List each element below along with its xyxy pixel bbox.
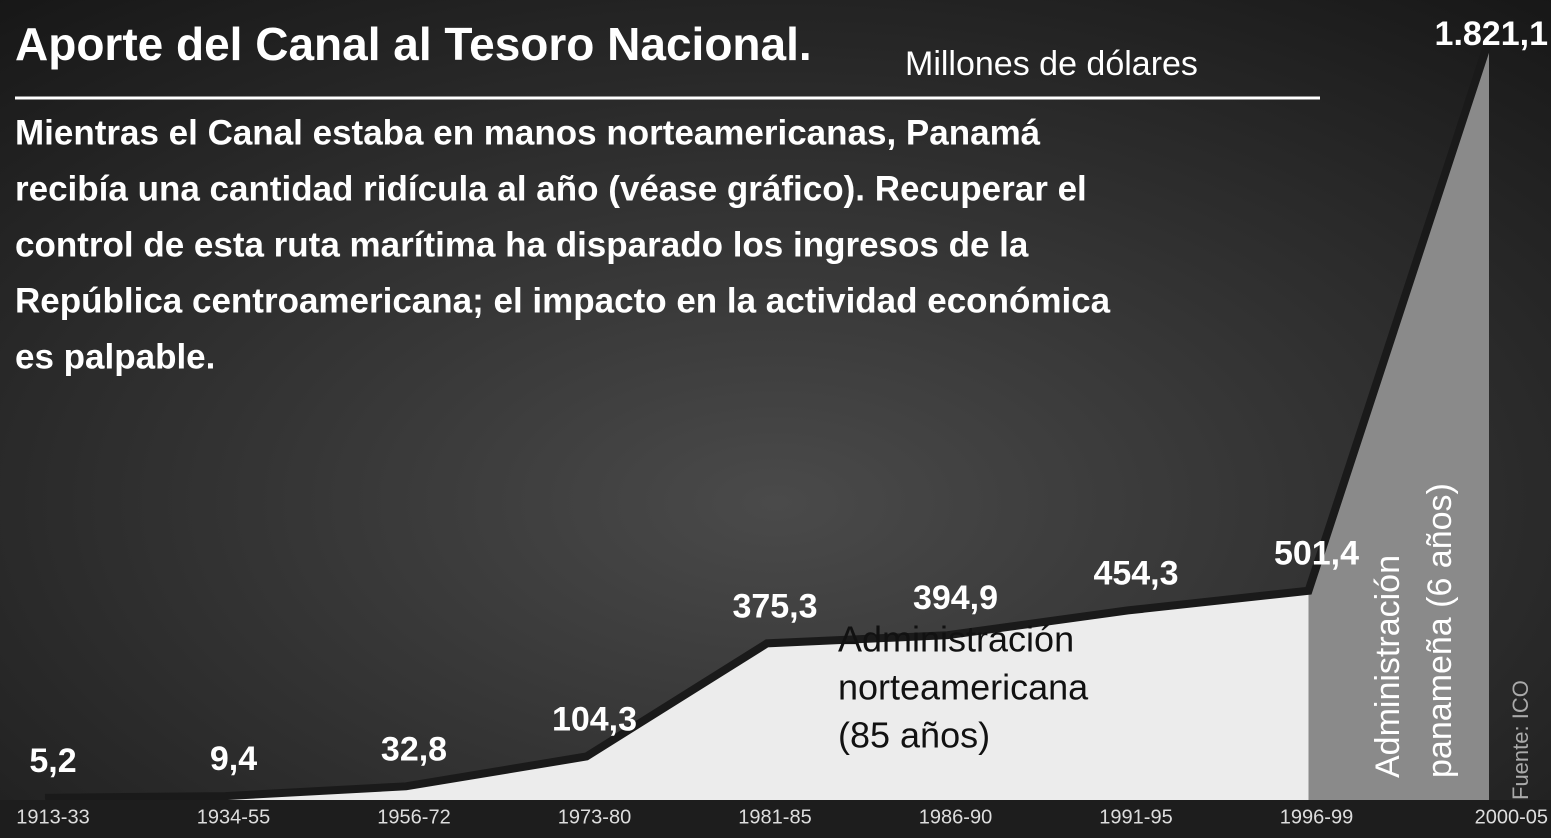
x-tick-label: 1996-99 <box>1280 806 1353 828</box>
description-line: control de esta ruta marítima ha dispara… <box>15 225 1029 264</box>
x-tick-label: 2000-05 <box>1475 806 1548 828</box>
x-tick-label: 1934-55 <box>197 806 270 828</box>
description-line: recibía una cantidad ridícula al año (vé… <box>15 169 1087 208</box>
x-tick-label: 1981-85 <box>738 806 811 828</box>
value-label: 394,9 <box>913 579 998 617</box>
chart-subtitle: Millones de dólares <box>905 45 1198 83</box>
value-label: 1.821,1 <box>1435 15 1548 53</box>
value-label: 501,4 <box>1274 535 1359 573</box>
annotation-north: norteamericana <box>838 667 1089 708</box>
x-tick-label: 1986-90 <box>919 806 992 828</box>
x-tick-label: 1956-72 <box>377 806 450 828</box>
chart-title: Aporte del Canal al Tesoro Nacional. <box>15 18 812 70</box>
description-line: Mientras el Canal estaba en manos nortea… <box>15 113 1041 152</box>
annotation-north: (85 años) <box>838 715 990 756</box>
annotation-north: Administración <box>838 619 1074 660</box>
annotation-pan: panameña (6 años) <box>1421 483 1459 778</box>
value-label: 9,4 <box>210 740 257 778</box>
value-label: 5,2 <box>29 742 76 780</box>
source: Fuente: ICO <box>1508 680 1533 800</box>
value-label: 454,3 <box>1093 554 1178 592</box>
value-label: 32,8 <box>381 730 447 768</box>
value-label: 375,3 <box>732 587 817 625</box>
description-line: es palpable. <box>15 337 215 376</box>
x-tick-label: 1991-95 <box>1099 806 1172 828</box>
value-label: 104,3 <box>552 700 637 738</box>
chart: Aporte del Canal al Tesoro Nacional. Mil… <box>0 0 1551 838</box>
x-tick-label: 1973-80 <box>558 806 631 828</box>
annotation-pan: Administración <box>1369 555 1407 778</box>
description-line: República centroamericana; el impacto en… <box>15 281 1111 320</box>
x-tick-label: 1913-33 <box>16 806 89 828</box>
